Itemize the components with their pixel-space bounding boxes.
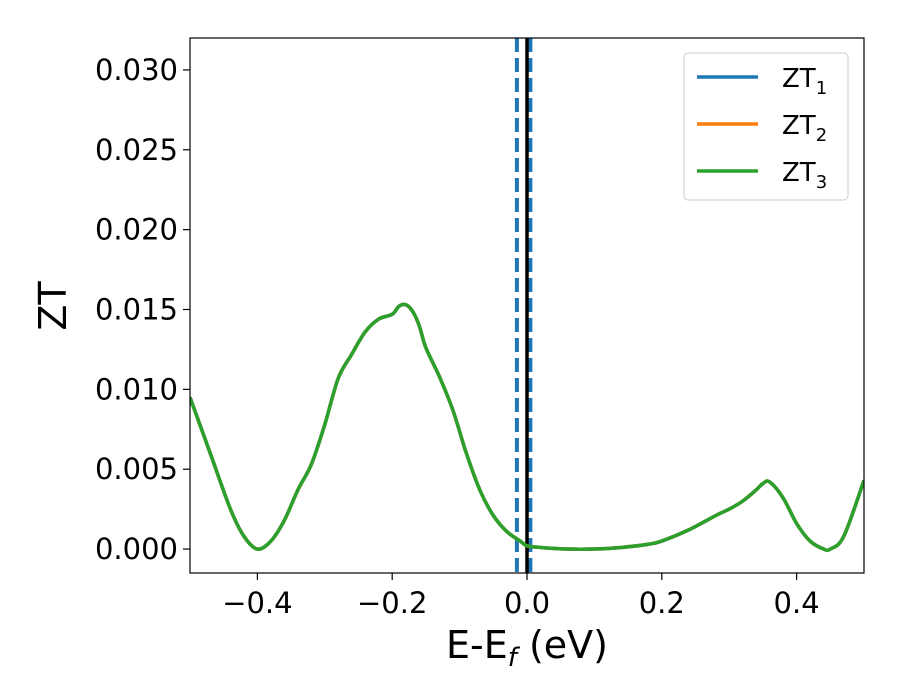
- x-axis-title: E-Ef (eV): [446, 623, 608, 673]
- y-axis: 0.000 0.005 0.010 0.015 0.020 0.025 0.030: [95, 53, 190, 566]
- x-tick-label: −0.2: [357, 586, 427, 620]
- legend: ZT1 ZT2 ZT3: [683, 52, 849, 201]
- y-tick-label: 0.020: [95, 213, 178, 247]
- x-tick-label: −0.4: [222, 586, 292, 620]
- legend-label-2: ZT2: [782, 111, 827, 146]
- x-tick-label: 0.4: [774, 586, 820, 620]
- y-tick-label: 0.005: [95, 452, 178, 486]
- x-axis: −0.4 −0.2 0.0 0.2 0.4: [222, 573, 820, 620]
- x-tick-label: 0.0: [504, 586, 550, 620]
- legend-label-1: ZT1: [782, 64, 827, 99]
- series-layer: [190, 302, 864, 553]
- y-tick-label: 0.000: [95, 532, 178, 566]
- series-line-3: [190, 302, 864, 553]
- y-tick-label: 0.030: [95, 53, 178, 87]
- y-tick-label: 0.010: [95, 372, 178, 406]
- legend-frame: [683, 52, 849, 201]
- y-tick-label: 0.015: [95, 292, 178, 326]
- reference-lines: [514, 38, 533, 573]
- x-tick-label: 0.2: [639, 586, 685, 620]
- y-tick-label: 0.025: [95, 133, 178, 167]
- y-axis-title: ZT: [31, 281, 75, 331]
- x-axis-title-main: E-E: [446, 623, 508, 667]
- legend-label-3: ZT3: [782, 158, 827, 193]
- x-axis-title-suffix: (eV): [517, 623, 608, 667]
